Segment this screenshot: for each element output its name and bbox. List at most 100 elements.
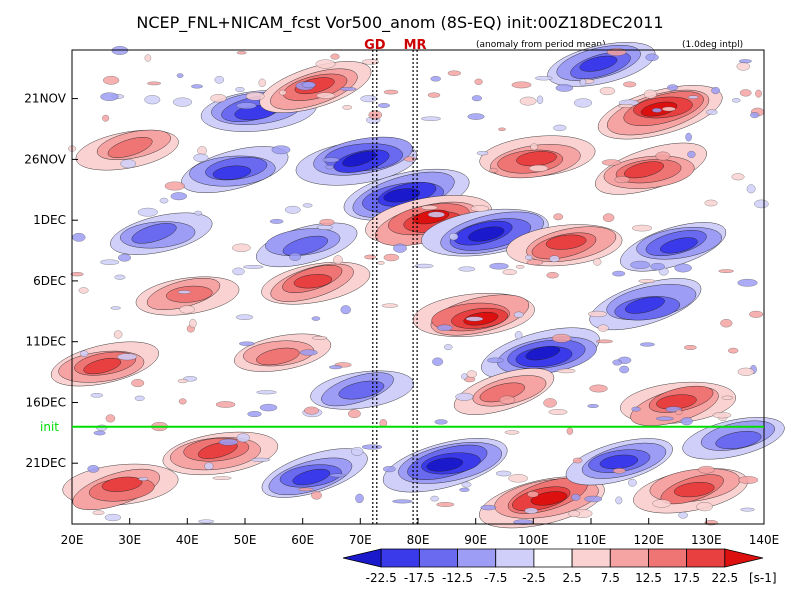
anomaly-field [50, 42, 785, 529]
colorbar-swatch [418, 548, 458, 568]
noise-speck [568, 510, 580, 518]
noise-speck [284, 205, 301, 214]
noise-speck [103, 75, 120, 85]
noise-speck [436, 324, 453, 331]
noise-speck [696, 502, 713, 512]
noise-speck [236, 51, 247, 55]
noise-speck [498, 127, 506, 131]
noise-speck [311, 491, 322, 500]
noise-speck [250, 457, 271, 462]
noise-speck [191, 84, 203, 89]
noise-speck [421, 205, 438, 210]
noise-speck [325, 164, 334, 170]
noise-speck [269, 219, 284, 224]
noise-speck [210, 94, 227, 103]
y-tick-label: 21NOV [24, 92, 66, 106]
noise-speck [587, 404, 599, 408]
noise-speck [589, 384, 608, 393]
noise-speck [430, 495, 439, 502]
noise-speck [543, 398, 557, 408]
noise-speck [102, 114, 110, 122]
noise-speck [474, 78, 483, 85]
y-tick-label: 11DEC [26, 335, 66, 349]
noise-speck [114, 274, 126, 280]
noise-speck [315, 59, 336, 69]
colorbar-level-label: 17.5 [673, 571, 700, 585]
anomaly-blob [715, 431, 762, 450]
noise-speck [204, 462, 214, 470]
noise-speck [650, 262, 665, 271]
noise-speck [436, 502, 455, 507]
noise-speck [652, 499, 672, 508]
noise-speck [606, 48, 627, 56]
colorbar: -22.5 -17.5 -12.5 -7.5 -2.5 2.5 7.5 12.5 17.5 22.… [342, 548, 764, 585]
noise-speck [120, 159, 137, 169]
noise-speck [555, 84, 574, 92]
noise-speck [465, 316, 484, 322]
noise-speck [750, 112, 760, 119]
noise-speck [623, 81, 637, 88]
colorbar-level-label: -7.5 [484, 571, 507, 585]
noise-speck [614, 176, 631, 184]
contour-noise [68, 46, 769, 526]
noise-speck [176, 73, 184, 78]
noise-speck [212, 476, 232, 480]
noise-speck [299, 349, 318, 356]
noise-speck [383, 466, 396, 473]
colorbar-unit: [s-1] [749, 571, 777, 585]
colorbar-level-label: 22.5 [711, 571, 738, 585]
anomaly-blob [383, 188, 421, 203]
noise-speck [235, 87, 245, 92]
noise-speck [256, 390, 277, 395]
anomaly-blob [101, 476, 143, 492]
noise-speck [524, 507, 538, 514]
noise-speck [110, 306, 121, 310]
noise-speck [640, 342, 655, 347]
noise-speck [728, 347, 739, 354]
noise-speck [311, 316, 321, 321]
noise-speck [118, 253, 131, 262]
noise-speck [557, 368, 576, 374]
anomaly-blob [525, 345, 561, 361]
chart-subtitle-left: (anomaly from period mean) [476, 40, 606, 50]
noise-speck [638, 279, 656, 284]
noise-speck [177, 378, 188, 384]
y-tick-label: 1DEC [33, 213, 66, 227]
noise-speck [573, 98, 593, 108]
noise-speck [755, 89, 762, 98]
noise-speck [311, 336, 328, 340]
anomaly-blob [293, 274, 333, 289]
colorbar-swatch [380, 548, 420, 568]
noise-speck [631, 224, 653, 232]
noise-speck [159, 197, 169, 204]
anomaly-blob [545, 234, 587, 250]
noise-speck [198, 519, 215, 524]
x-tick-label: 120E [633, 533, 664, 547]
y-tick-label: 26NOV [24, 152, 66, 166]
noise-speck [721, 395, 734, 400]
noise-speck [239, 341, 255, 346]
noise-speck [177, 290, 191, 294]
noise-speck [566, 427, 574, 435]
noise-speck [667, 84, 679, 91]
noise-speck [511, 81, 532, 89]
noise-speck [617, 104, 634, 108]
noise-speck [495, 470, 512, 477]
x-tick-label: 140E [749, 533, 780, 547]
noise-speck [455, 392, 474, 401]
noise-speck [461, 481, 472, 488]
noise-speck [687, 150, 696, 158]
colorbar-level-label: -12.5 [442, 571, 473, 585]
noise-speck [534, 76, 553, 81]
colorbar-swatch [533, 548, 573, 568]
noise-speck [392, 499, 413, 504]
noise-speck [461, 373, 468, 380]
noise-speck [113, 330, 123, 339]
noise-speck [381, 303, 399, 308]
reference-line-label: GD [364, 38, 386, 53]
noise-speck [643, 89, 657, 99]
noise-speck [100, 92, 119, 101]
x-tick-label: 110E [576, 533, 607, 547]
noise-speck [467, 113, 485, 120]
y-tick-label: 21DEC [26, 456, 66, 470]
